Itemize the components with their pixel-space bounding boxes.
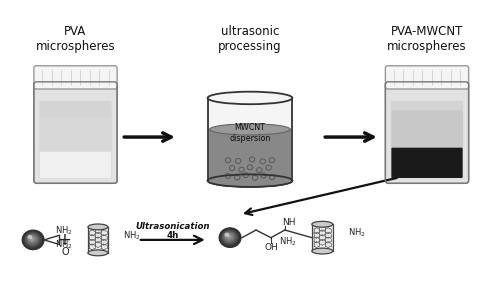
Ellipse shape: [312, 221, 333, 227]
FancyBboxPatch shape: [40, 118, 111, 152]
Circle shape: [22, 230, 44, 250]
Text: Ultrasonication: Ultrasonication: [136, 222, 210, 231]
Ellipse shape: [312, 248, 333, 254]
Circle shape: [26, 234, 38, 245]
FancyBboxPatch shape: [88, 227, 108, 253]
FancyBboxPatch shape: [391, 101, 463, 178]
Circle shape: [24, 232, 41, 247]
FancyBboxPatch shape: [312, 224, 333, 251]
FancyBboxPatch shape: [40, 150, 111, 178]
Circle shape: [226, 234, 232, 239]
Circle shape: [28, 236, 35, 242]
Circle shape: [23, 231, 43, 248]
Ellipse shape: [88, 224, 108, 230]
Ellipse shape: [208, 92, 292, 104]
Ellipse shape: [208, 174, 292, 187]
Text: NH$_2$: NH$_2$: [279, 236, 296, 248]
Circle shape: [224, 232, 235, 242]
Circle shape: [30, 237, 34, 240]
Ellipse shape: [88, 250, 108, 256]
Text: MWCNT
dispersion: MWCNT dispersion: [230, 123, 270, 143]
Text: PVA-MWCNT
microspheres: PVA-MWCNT microspheres: [387, 25, 467, 53]
Circle shape: [228, 236, 229, 237]
Text: +: +: [58, 231, 71, 249]
Circle shape: [228, 235, 230, 237]
Circle shape: [227, 235, 230, 238]
Circle shape: [28, 235, 36, 243]
Circle shape: [222, 231, 236, 244]
Text: ultrasonic
processing: ultrasonic processing: [218, 25, 282, 53]
Circle shape: [28, 235, 36, 242]
Circle shape: [221, 230, 238, 245]
Circle shape: [219, 228, 241, 248]
Text: PVA
microspheres: PVA microspheres: [36, 25, 116, 53]
Circle shape: [26, 233, 39, 245]
FancyBboxPatch shape: [392, 148, 462, 178]
Circle shape: [29, 236, 34, 241]
Polygon shape: [209, 129, 291, 181]
Circle shape: [223, 231, 236, 243]
Circle shape: [24, 231, 42, 248]
Text: NH$_2$: NH$_2$: [56, 238, 73, 251]
Polygon shape: [208, 98, 292, 181]
Circle shape: [22, 230, 44, 249]
Circle shape: [28, 235, 32, 239]
Circle shape: [226, 234, 231, 239]
Circle shape: [226, 234, 232, 239]
Circle shape: [224, 232, 234, 242]
FancyBboxPatch shape: [34, 82, 117, 183]
Circle shape: [220, 229, 239, 246]
Circle shape: [222, 230, 238, 245]
Circle shape: [224, 232, 234, 241]
Circle shape: [220, 229, 240, 246]
Circle shape: [224, 233, 234, 241]
Circle shape: [24, 232, 42, 247]
Text: O: O: [61, 247, 69, 257]
FancyBboxPatch shape: [34, 66, 117, 89]
Circle shape: [28, 235, 37, 244]
Text: NH: NH: [282, 218, 296, 227]
Ellipse shape: [210, 124, 290, 135]
Circle shape: [31, 238, 32, 239]
Text: OH: OH: [264, 243, 278, 252]
Text: NH$_2$: NH$_2$: [123, 229, 140, 242]
FancyBboxPatch shape: [386, 82, 468, 183]
Text: 4h: 4h: [166, 231, 179, 240]
Circle shape: [225, 233, 233, 240]
Ellipse shape: [210, 175, 290, 186]
FancyBboxPatch shape: [40, 101, 112, 178]
Circle shape: [30, 237, 34, 241]
Circle shape: [26, 233, 40, 246]
Text: NH$_2$: NH$_2$: [56, 225, 73, 237]
Circle shape: [30, 238, 32, 239]
Circle shape: [25, 232, 40, 246]
Circle shape: [224, 232, 229, 237]
FancyBboxPatch shape: [392, 110, 462, 150]
Circle shape: [27, 234, 38, 244]
Circle shape: [222, 230, 237, 244]
FancyBboxPatch shape: [386, 66, 468, 89]
Text: NH$_2$: NH$_2$: [348, 227, 366, 239]
Circle shape: [220, 228, 240, 247]
